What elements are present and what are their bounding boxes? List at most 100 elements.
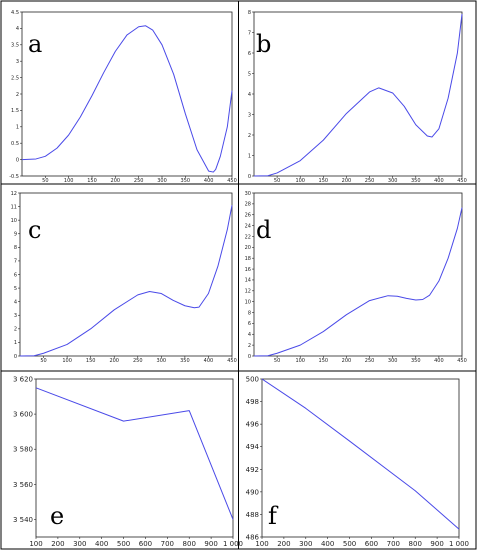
x-tick-label: 500 [117,540,130,548]
x-tick-label: 1 000 [223,540,243,548]
y-tick-label: 4 [248,332,251,338]
x-tick-label: 100 [255,540,268,548]
y-tick-label: 6 [14,272,17,278]
y-tick-label: 2 [14,327,17,333]
x-tick-label: 350 [180,358,190,364]
series-line [261,378,460,530]
chart-panel-d: 50 100 150 200 250 300 350 400 45002468101214161… [245,191,467,364]
y-tick-label: 2 [248,133,251,139]
y-tick-label: 496 [246,421,260,429]
y-tick-label: 4.5 [11,10,19,16]
y-tick-label: 14 [245,278,251,284]
y-tick-label: 488 [246,511,259,519]
panel-label: c [28,216,41,244]
series-line [253,207,463,357]
y-tick-label: 0 [248,174,251,180]
x-tick-label: 100 [64,178,74,184]
y-tick-label: 7 [248,30,251,36]
plot-area [253,192,463,357]
x-tick-label: 400 [204,358,214,364]
x-tick-label: 900 [430,540,443,548]
x-tick-label: 400 [434,358,444,364]
x-tick-label: 400 [204,178,214,184]
y-tick-label: 8 [248,10,251,16]
y-tick-label: 5 [248,71,251,77]
y-tick-label: 2 [248,343,251,349]
x-tick-label: 200 [109,358,119,364]
y-tick-label: 8 [14,245,17,251]
y-tick-label: 16 [245,267,251,273]
chart-panel-a: 50 100 150 200 250 300 350 400 450 -0.5 0 0.5 1 1.5 2 2… [9,10,237,184]
x-tick-label: 350 [181,178,191,184]
y-tick-label: 1 [16,125,19,131]
x-tick-label: 200 [342,358,352,364]
x-tick-label: 50 [40,358,46,364]
y-tick-label: 7 [14,259,17,265]
x-tick-label: 50 [274,358,280,364]
y-tick-label: 3 600 [13,411,33,419]
plot-area [19,192,233,357]
y-tick-label: 3 [14,313,17,319]
x-tick-label: 150 [319,178,329,184]
y-tick-label: 486 [246,534,260,542]
y-tick-label: 490 [246,488,259,496]
x-tick-label: 450 [227,358,237,364]
y-tick-label: 1 [248,153,251,159]
y-tick-label: 0.5 [11,141,19,147]
y-tick-label: 22 [245,234,251,240]
x-tick-label: 800 [409,540,422,548]
panel-label: d [256,216,271,244]
x-tick-label: 300 [388,358,398,364]
x-tick-label: 600 [139,540,152,548]
x-tick-label: 150 [319,358,329,364]
panel-label: a [28,30,42,58]
plot-area [35,378,234,538]
y-tick-label: 5 [14,286,17,292]
y-tick-label: 10 [245,299,251,305]
chart-panel-e: 100 200 300 400 500 600 700 800 900 1 000 3 540 3 5… [13,376,243,549]
y-tick-label: 30 [245,191,251,197]
x-tick-label: 300 [157,358,167,364]
y-tick-label: 3 540 [13,516,33,524]
x-tick-label: 500 [343,540,356,548]
x-tick-label: 450 [457,358,467,364]
x-tick-label: 600 [365,540,378,548]
y-tick-label: 20 [245,245,251,251]
series-line [21,25,233,173]
x-tick-label: 50 [274,178,280,184]
y-tick-label: 26 [245,213,251,219]
plot-area [261,378,460,538]
series-line [35,387,234,520]
y-tick-label: 494 [246,443,260,451]
y-tick-label: 1.5 [11,108,19,114]
y-tick-label: 2.5 [11,75,19,81]
y-tick-label: 3 [16,59,19,65]
y-tick-label: 0 [16,157,19,163]
chart-panel-b: 50 100 150 200 250 300 350 400 450 0 1 2 3 4 5 6 7 8 b [248,10,467,184]
y-tick-label: 3 580 [13,446,33,454]
x-tick-label: 150 [87,178,97,184]
x-tick-label: 1 000 [449,540,469,548]
y-tick-label: 8 [248,310,251,316]
x-tick-label: 300 [73,540,86,548]
y-tick-label: 498 [246,398,259,406]
x-tick-label: 100 [295,178,305,184]
y-tick-label: 12 [245,289,251,295]
y-tick-label: 11 [11,204,17,210]
x-tick-label: 150 [86,358,96,364]
plot-area [253,11,463,177]
y-tick-label: 3 560 [13,481,33,489]
x-tick-label: 300 [157,178,167,184]
y-tick-label: 3.5 [11,43,19,49]
x-tick-label: 250 [134,178,144,184]
panel-label: b [256,30,271,58]
x-tick-label: 350 [411,178,421,184]
y-tick-label: 28 [245,202,251,208]
x-tick-label: 100 [62,358,72,364]
x-tick-label: 400 [434,178,444,184]
chart-panel-c: 50 100 150 200 250 300 350 400 45001234567891011… [11,191,237,364]
y-tick-label: 4 [16,26,19,32]
x-tick-label: 700 [387,540,400,548]
series-line [253,13,463,177]
